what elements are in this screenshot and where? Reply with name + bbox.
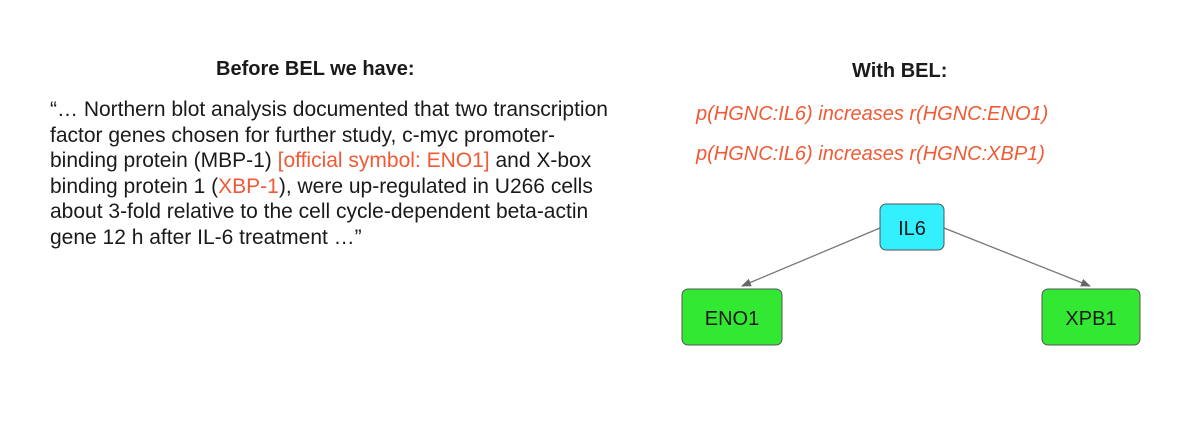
- node-eno1[interactable]: ENO1: [681, 288, 783, 346]
- edge-il6-xpb1: [943, 227, 1091, 287]
- quote-highlight-xbp1: XBP-1: [218, 174, 279, 198]
- node-eno1-label: ENO1: [705, 308, 759, 330]
- node-il6-label: IL6: [898, 218, 926, 240]
- quote-text-2: and X-box binding protein 1 (: [50, 149, 592, 198]
- bel-statement-2: p(HGNC:IL6) increases r(HGNC:XBP1): [696, 143, 1045, 165]
- node-il6-box: [879, 203, 945, 251]
- node-eno1-box: [681, 288, 783, 346]
- node-xpb1[interactable]: XPB1: [1041, 288, 1141, 346]
- node-il6[interactable]: IL6: [879, 203, 945, 251]
- quote-text-1: “… Northern blot analysis documented tha…: [50, 98, 608, 172]
- before-bel-title: Before BEL we have:: [216, 58, 415, 80]
- bel-statement-1: p(HGNC:IL6) increases r(HGNC:ENO1): [696, 103, 1049, 125]
- edge-il6-eno1: [741, 227, 881, 287]
- node-xpb1-box: [1041, 288, 1141, 346]
- quote-highlight-official-symbol: [official symbol: ENO1]: [277, 149, 490, 172]
- with-bel-title: With BEL:: [852, 60, 948, 82]
- quote-text-3: ), were up-regulated in U266 cells about…: [50, 174, 593, 249]
- source-quote: “… Northern blot analysis documented tha…: [50, 97, 610, 250]
- node-xpb1-label: XPB1: [1065, 308, 1116, 330]
